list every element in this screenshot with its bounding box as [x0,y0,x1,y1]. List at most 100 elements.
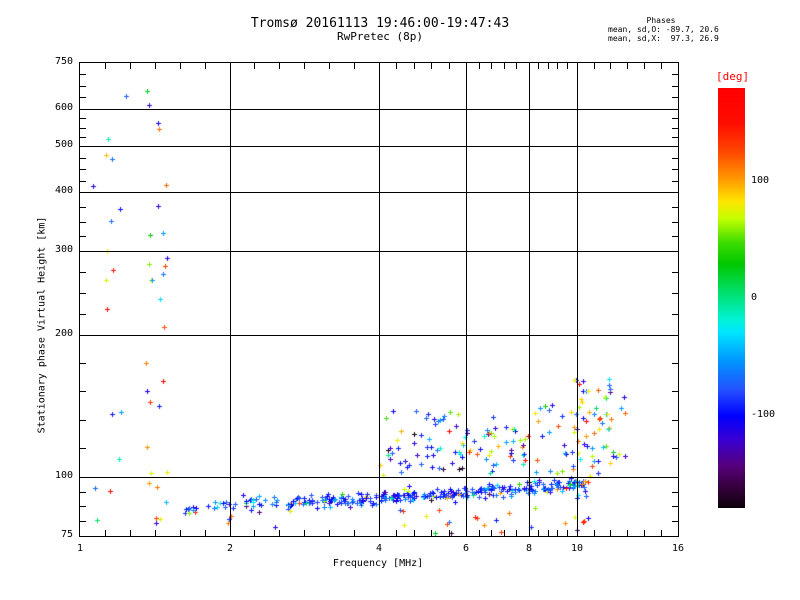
x-minor-tick-top [661,63,662,69]
y-minor-tick-left [80,506,86,507]
x-minor-tick-bottom [279,530,280,536]
x-minor-tick-top [627,63,628,69]
y-minor-tick-right [672,74,678,75]
x-tick-label: 16 [671,543,685,554]
x-minor-tick-top [414,63,415,69]
x-tick-label: 6 [462,543,470,554]
x-minor-tick-bottom [431,530,432,536]
y-minor-tick-right [672,137,678,138]
x-minor-tick-top [594,63,595,69]
y-gridline [80,335,678,336]
phase-stats-o-mode: mean, sd,O: -89.7, 20.6 [608,25,719,34]
x-minor-tick-top [610,63,611,69]
x-minor-tick-bottom [254,530,255,536]
x-minor-tick-top [205,63,206,69]
y-minor-tick-right [672,207,678,208]
x-minor-tick-top [516,63,517,69]
y-minor-tick-right [672,169,678,170]
x-minor-tick-top [449,63,450,69]
y-tick-label: 75 [60,529,73,540]
y-tick-label: 200 [54,328,73,339]
colorbar-unit-label: [deg] [716,70,750,83]
y-tick-label: 500 [54,139,73,150]
x-minor-tick-bottom [538,530,539,536]
y-minor-tick-left [80,86,86,87]
x-minor-tick-top [155,63,156,69]
x-tick-label: 2 [226,543,234,554]
y-minor-tick-left [80,420,86,421]
y-minor-tick-left [80,128,86,129]
y-minor-tick-right [672,222,678,223]
x-minor-tick-top [431,63,432,69]
y-minor-tick-left [80,207,86,208]
y-minor-tick-right [672,272,678,273]
y-minor-tick-left [80,236,86,237]
x-minor-tick-bottom [644,530,645,536]
x-minor-tick-bottom [567,530,568,536]
colorbar-tick-label: -100 [751,408,776,420]
y-minor-tick-left [80,391,86,392]
page-title: Tromsø 20161113 19:46:00-19:47:43 [250,16,510,31]
y-minor-tick-left [80,272,86,273]
y-minor-tick-left [80,521,86,522]
y-minor-tick-left [80,222,86,223]
x-minor-tick-top [354,63,355,69]
x-minor-tick-bottom [205,530,206,536]
x-minor-tick-bottom [516,530,517,536]
x-minor-tick-top [396,63,397,69]
y-minor-tick-right [672,420,678,421]
x-tick-label: 10 [570,543,584,554]
y-minor-tick-right [672,363,678,364]
y-minor-tick-right [672,118,678,119]
x-minor-tick-top [644,63,645,69]
y-minor-tick-left [80,492,86,493]
y-minor-tick-left [80,169,86,170]
y-gridline [80,109,678,110]
y-minor-tick-left [80,118,86,119]
x-minor-tick-bottom [396,530,397,536]
y-minor-tick-left [80,293,86,294]
x-minor-tick-bottom [610,530,611,536]
x-minor-tick-bottom [661,530,662,536]
y-gridline [80,251,678,252]
x-minor-tick-bottom [180,530,181,536]
x-gridline [577,63,578,536]
colorbar-tick-label: 100 [751,175,770,187]
x-minor-tick-bottom [414,530,415,536]
y-minor-tick-right [672,158,678,159]
y-minor-tick-right [672,314,678,315]
x-minor-tick-top [548,63,549,69]
x-minor-tick-bottom [479,530,480,536]
x-tick-label: 4 [375,543,383,554]
y-minor-tick-right [672,293,678,294]
x-minor-tick-bottom [548,530,549,536]
x-minor-tick-top [254,63,255,69]
x-minor-tick-bottom [627,530,628,536]
x-gridline [379,63,380,536]
x-minor-tick-bottom [155,530,156,536]
y-minor-tick-left [80,158,86,159]
x-axis-title: Frequency [MHz] [332,558,424,569]
y-gridline [80,477,678,478]
x-gridline [529,63,530,536]
x-minor-tick-top [504,63,505,69]
phase-stats-header: Phases [646,16,676,25]
y-tick-label: 300 [54,244,73,255]
y-minor-tick-right [672,181,678,182]
x-minor-tick-bottom [130,530,131,536]
colorbar [718,88,745,508]
x-minor-tick-top [538,63,539,69]
y-minor-tick-right [672,97,678,98]
y-minor-tick-right [672,506,678,507]
y-tick-label: 400 [54,185,73,196]
x-minor-tick-top [329,63,330,69]
y-minor-tick-right [672,492,678,493]
y-gridline [80,192,678,193]
x-minor-tick-bottom [329,530,330,536]
x-minor-tick-bottom [557,530,558,536]
colorbar-tick-label: 0 [751,292,758,303]
x-minor-tick-top [557,63,558,69]
y-minor-tick-left [80,74,86,75]
y-tick-label: 750 [54,56,73,67]
